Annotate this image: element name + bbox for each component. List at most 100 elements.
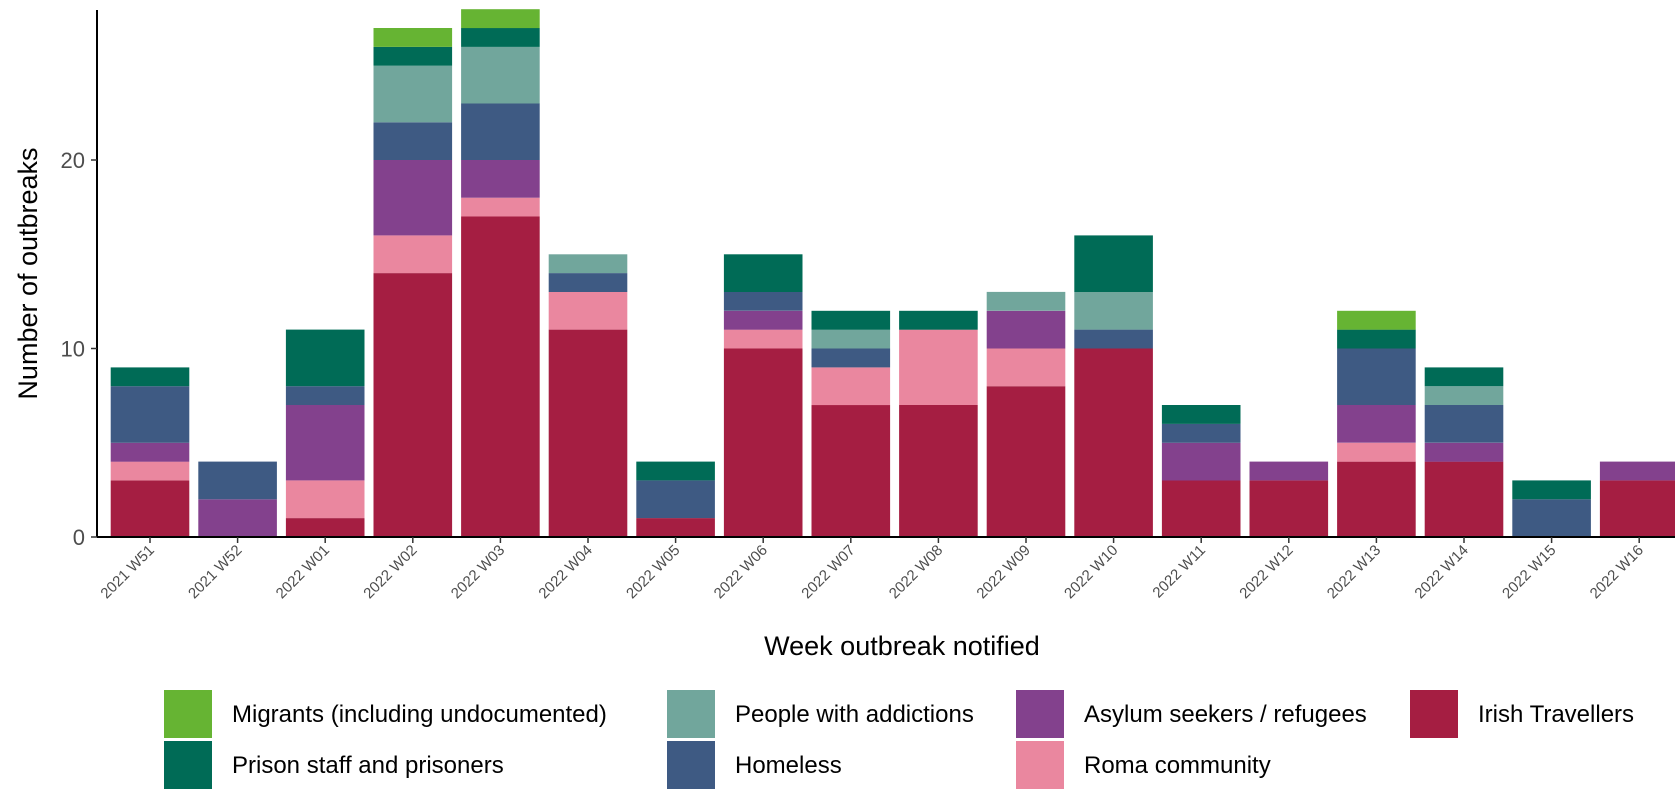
legend-key xyxy=(667,690,715,738)
bar-segment xyxy=(285,518,365,537)
bar-segment xyxy=(636,480,715,519)
x-tick-label: 2022 W13 xyxy=(1324,542,1384,602)
bar-segment xyxy=(811,329,891,349)
bar-segment xyxy=(198,499,277,537)
x-tick-label: 2022 W06 xyxy=(711,542,771,602)
bar-segment xyxy=(1249,480,1329,537)
bar-segment xyxy=(986,348,1066,387)
y-tick-label: 10 xyxy=(61,337,85,362)
bar-segment xyxy=(548,273,628,292)
bar-segment xyxy=(1599,480,1675,537)
bar-segment xyxy=(110,480,190,537)
x-tick-label: 2022 W15 xyxy=(1499,542,1559,602)
bar-segment xyxy=(899,405,978,537)
legend-key xyxy=(164,741,212,789)
x-axis-title: Week outbreak notified xyxy=(764,631,1040,661)
bar-segment xyxy=(1424,442,1504,462)
y-tick-label: 0 xyxy=(73,525,85,550)
bar-segment xyxy=(1074,348,1153,537)
bar-segment xyxy=(1337,405,1416,443)
bar-segment xyxy=(811,348,891,368)
bar-segment xyxy=(811,367,891,406)
bar-segment xyxy=(461,216,540,537)
bar-segment xyxy=(373,28,453,47)
bar-segment xyxy=(1424,461,1504,537)
bar-segment xyxy=(548,254,628,274)
x-tick-label: 2021 W52 xyxy=(185,542,245,602)
bar-segment xyxy=(461,9,540,29)
x-tick-label: 2022 W09 xyxy=(973,542,1033,602)
bar-segment xyxy=(1337,348,1416,405)
y-axis-title: Number of outbreaks xyxy=(13,147,43,399)
legend-label: Roma community xyxy=(1084,752,1271,779)
bar-segment xyxy=(198,461,277,500)
bar-segment xyxy=(1161,405,1241,424)
bar-segment xyxy=(110,367,190,387)
bar-segment xyxy=(1512,480,1591,500)
bar-segment xyxy=(285,480,365,519)
bars-layer xyxy=(110,9,1675,537)
bar-segment xyxy=(636,518,715,537)
x-tick-label: 2022 W03 xyxy=(448,542,508,602)
bar-segment xyxy=(285,329,365,387)
legend-key xyxy=(1410,690,1458,738)
bar-segment xyxy=(986,291,1066,311)
x-tick-label: 2022 W16 xyxy=(1587,542,1647,602)
bar-segment xyxy=(285,386,365,405)
bar-segment xyxy=(373,160,453,236)
legend-key xyxy=(667,741,715,789)
bar-segment xyxy=(1424,386,1504,405)
bar-segment xyxy=(1337,461,1416,537)
bar-segment xyxy=(723,310,803,330)
bar-segment xyxy=(110,461,190,481)
bar-segment xyxy=(636,461,715,481)
bar-segment xyxy=(548,329,628,537)
bar-segment xyxy=(1424,367,1504,387)
bar-segment xyxy=(373,235,453,274)
bar-segment xyxy=(723,329,803,349)
legend: Migrants (including undocumented) People … xyxy=(164,690,1634,789)
bar-segment xyxy=(461,160,540,198)
x-tick-label: 2022 W05 xyxy=(623,542,683,602)
bar-segment xyxy=(373,65,453,123)
bar-segment xyxy=(899,329,978,405)
bar-segment xyxy=(723,291,803,311)
x-tick-label: 2022 W04 xyxy=(535,542,595,602)
x-tick-label: 2022 W07 xyxy=(798,542,858,602)
bar-segment xyxy=(1337,442,1416,462)
bar-segment xyxy=(1249,461,1329,481)
legend-label: Asylum seekers / refugees xyxy=(1084,701,1367,728)
legend-label: People with addictions xyxy=(735,701,974,728)
bar-segment xyxy=(461,46,540,104)
bar-segment xyxy=(461,28,540,47)
bar-segment xyxy=(110,442,190,462)
bar-segment xyxy=(1337,310,1416,330)
x-tick-label: 2022 W01 xyxy=(273,542,333,602)
bar-segment xyxy=(811,405,891,537)
bar-segment xyxy=(373,46,453,66)
x-tick-label: 2022 W12 xyxy=(1236,542,1296,602)
bar-segment xyxy=(548,291,628,330)
y-tick-label: 20 xyxy=(61,148,85,173)
legend-label: Prison staff and prisoners xyxy=(232,752,504,779)
bar-segment xyxy=(285,405,365,481)
bar-segment xyxy=(1161,442,1241,481)
legend-key xyxy=(164,690,212,738)
bar-segment xyxy=(899,310,978,330)
bar-segment xyxy=(1161,423,1241,443)
x-tick-label: 2022 W14 xyxy=(1411,542,1471,602)
bar-segment xyxy=(461,197,540,217)
legend-label: Homeless xyxy=(735,752,842,779)
bar-segment xyxy=(723,254,803,292)
bar-segment xyxy=(1424,405,1504,443)
bar-segment xyxy=(811,310,891,330)
legend-label: Migrants (including undocumented) xyxy=(232,701,607,728)
bar-segment xyxy=(986,386,1066,537)
legend-label: Irish Travellers xyxy=(1478,701,1634,728)
legend-key xyxy=(1016,690,1064,738)
bar-segment xyxy=(1074,291,1153,330)
bar-segment xyxy=(1599,461,1675,481)
bar-segment xyxy=(723,348,803,537)
legend-key xyxy=(1016,741,1064,789)
